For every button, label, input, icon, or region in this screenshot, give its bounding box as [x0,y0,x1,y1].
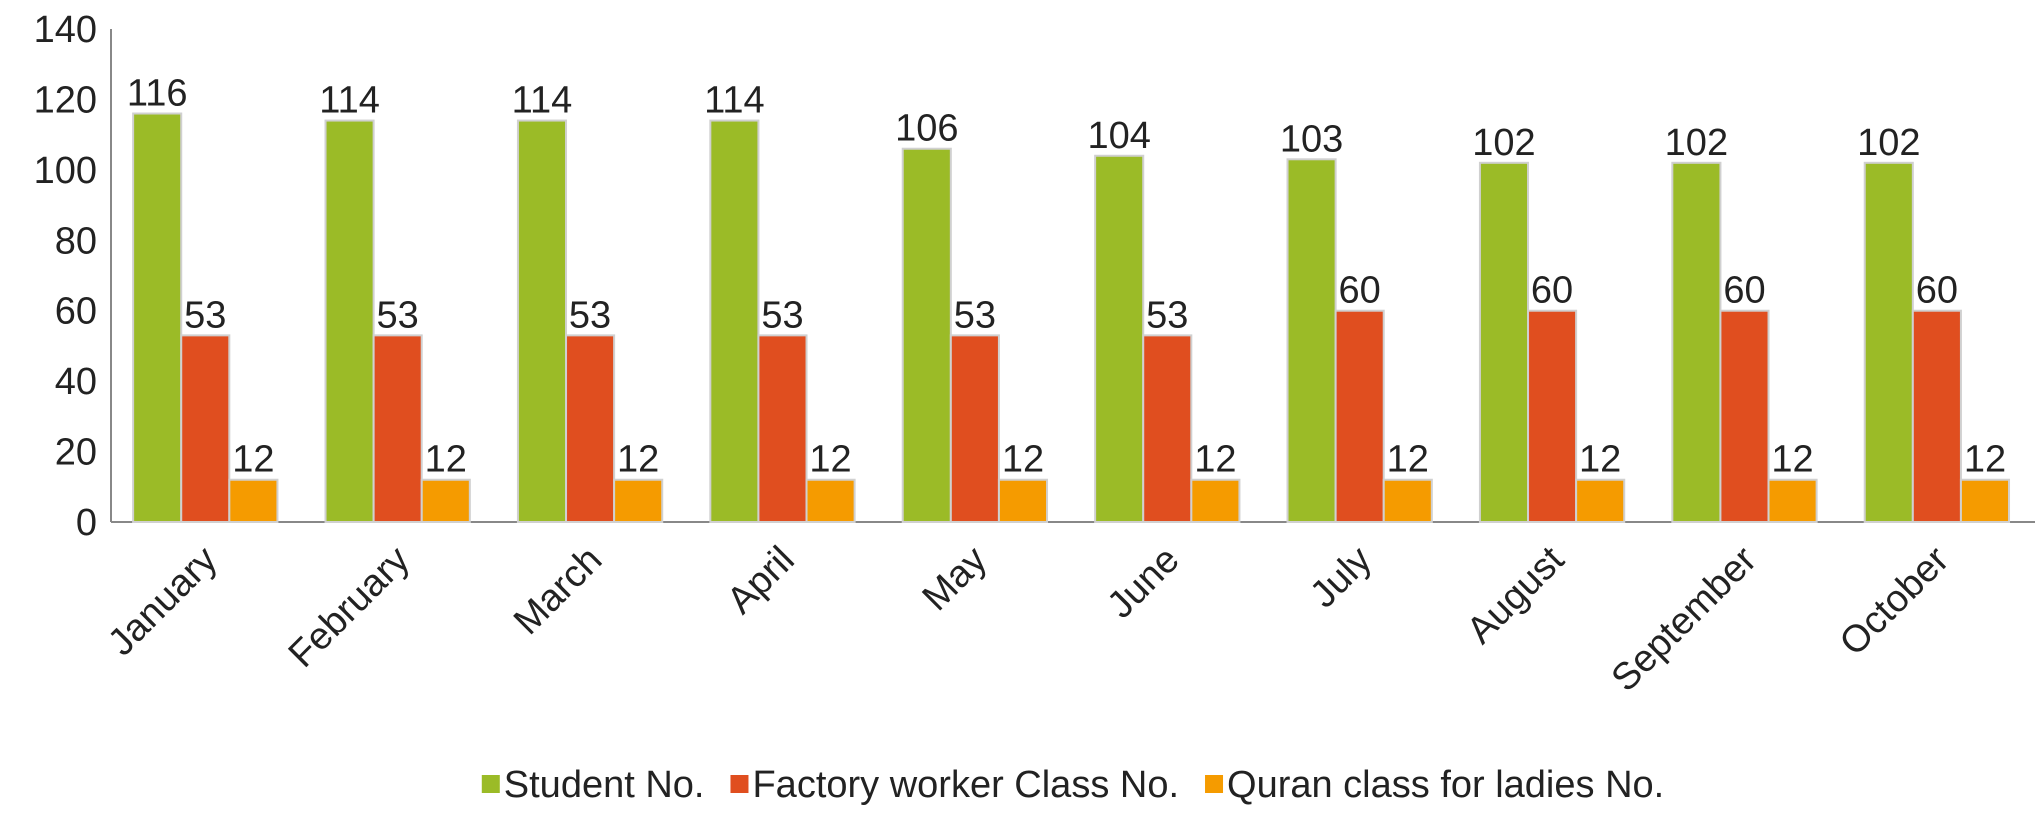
data-label: 53 [569,294,611,336]
data-label: 104 [1087,115,1150,157]
x-tick-label: July [1302,539,1379,616]
bar [324,119,375,524]
bar [180,334,231,523]
data-label: 102 [1472,122,1535,164]
data-label: 60 [1916,270,1958,312]
bar [132,112,183,523]
data-label: 53 [761,294,803,336]
data-label: 12 [1002,439,1044,481]
x-tick-label: January [100,539,225,664]
bar [1575,478,1626,523]
y-tick-label: 100 [34,150,97,192]
bar [372,334,423,523]
legend-label: Quran class for ladies No. [1227,764,1664,806]
data-label: 60 [1531,270,1573,312]
y-tick-label: 120 [34,79,97,121]
bar [1911,309,1962,524]
bar [1959,478,2011,523]
y-tick-label: 60 [55,291,97,333]
bar [420,478,471,523]
data-label: 12 [1771,439,1813,481]
bar [1190,478,1241,523]
x-tick-label: August [1459,538,1573,652]
x-tick-label: April [719,539,802,622]
x-tick-label: October [1832,538,1958,664]
data-label: 102 [1857,122,1920,164]
data-label: 12 [1579,439,1621,481]
legend-swatch [481,775,500,793]
bar [901,147,952,523]
x-tick-label: February [281,539,418,676]
data-label: 60 [1339,270,1381,312]
bar [516,119,568,524]
legend-label: Factory worker Class No. [752,764,1179,806]
x-tick-label: March [506,539,610,643]
x-tick-label: June [1100,539,1188,627]
data-label: 106 [895,108,958,150]
bar [949,334,1000,523]
x-tick-label: May [915,539,995,619]
data-label: 12 [1964,439,2006,481]
bar [1286,158,1337,524]
data-label: 12 [425,439,467,481]
bar [805,478,856,523]
y-tick-label: 0 [76,502,97,544]
data-label: 103 [1280,118,1343,160]
data-label: 53 [377,294,419,336]
legend-swatch [1205,775,1224,793]
bar [1527,309,1578,524]
bar [1094,154,1145,523]
data-label: 114 [704,80,765,122]
bar [1719,309,1770,524]
data-label: 12 [617,439,659,481]
data-label: 53 [184,294,226,336]
bar [997,478,1049,523]
data-label: 12 [232,439,274,481]
data-label: 12 [809,439,851,481]
data-label: 114 [319,80,380,122]
y-tick-label: 140 [34,9,97,51]
y-tick-label: 20 [55,432,97,474]
bar [228,478,279,523]
legend-label: Student No. [504,764,705,806]
y-tick-label: 80 [55,220,97,262]
bar [1478,161,1530,523]
data-label: 116 [127,73,188,115]
data-label: 114 [512,80,573,122]
bar [709,119,760,524]
legend-swatch [730,775,749,793]
data-label: 12 [1194,439,1236,481]
bar [1142,334,1193,523]
data-label: 53 [1146,294,1188,336]
bar [613,478,664,523]
data-label: 53 [954,294,996,336]
y-tick-label: 40 [55,361,97,403]
x-tick-label: September [1604,538,1765,699]
bar [1382,478,1433,523]
bar [1334,309,1385,524]
bar [1767,478,1818,523]
data-label: 60 [1723,270,1765,312]
bar [1671,161,1722,523]
bar [1863,161,1914,523]
data-label: 102 [1665,122,1728,164]
bar [565,334,616,523]
data-label: 12 [1387,439,1429,481]
bar [757,334,808,523]
